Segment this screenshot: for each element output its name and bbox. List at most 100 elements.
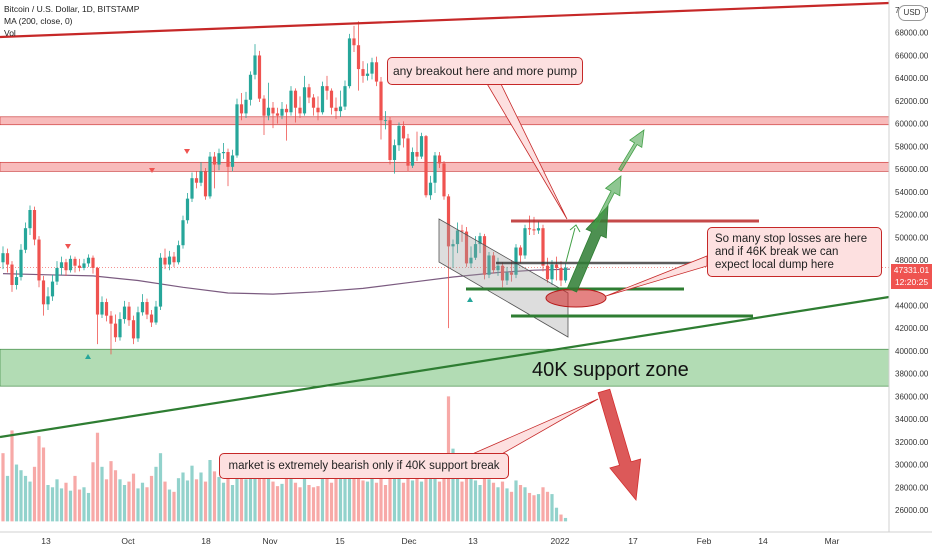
candle-body[interactable] bbox=[95, 267, 100, 315]
candle-body[interactable] bbox=[158, 257, 163, 307]
stop-loss-callout[interactable]: So many stop losses are here and if 46K … bbox=[707, 227, 882, 277]
candle-body[interactable] bbox=[185, 198, 190, 221]
candle-body[interactable] bbox=[464, 231, 469, 264]
candle-body[interactable] bbox=[122, 306, 127, 320]
candle-body[interactable] bbox=[10, 264, 14, 285]
support-trendline[interactable] bbox=[0, 295, 890, 439]
candle-body[interactable] bbox=[14, 277, 19, 285]
candle-body[interactable] bbox=[343, 86, 347, 107]
candle-body[interactable] bbox=[509, 272, 514, 275]
candle-body[interactable] bbox=[370, 62, 374, 74]
candle-body[interactable] bbox=[163, 257, 167, 265]
candle-body[interactable] bbox=[154, 306, 158, 323]
candle-body[interactable] bbox=[172, 256, 176, 263]
candle-body[interactable] bbox=[311, 97, 316, 108]
candle-body[interactable] bbox=[455, 230, 460, 245]
candle-body[interactable] bbox=[469, 257, 473, 264]
candle-body[interactable] bbox=[451, 244, 455, 247]
currency-badge[interactable]: USD bbox=[898, 5, 926, 21]
candle-body[interactable] bbox=[32, 210, 37, 240]
candle-body[interactable] bbox=[536, 228, 541, 231]
candle-body[interactable] bbox=[478, 236, 482, 245]
candle-body[interactable] bbox=[37, 239, 41, 281]
candle-body[interactable] bbox=[203, 171, 208, 197]
candle-body[interactable] bbox=[235, 104, 239, 156]
candle-body[interactable] bbox=[5, 253, 10, 265]
candle-body[interactable] bbox=[55, 267, 59, 282]
candle-body[interactable] bbox=[271, 107, 275, 114]
candle-body[interactable] bbox=[460, 230, 464, 232]
candle-body[interactable] bbox=[194, 178, 199, 183]
candle-body[interactable] bbox=[118, 319, 122, 338]
candle-body[interactable] bbox=[113, 323, 118, 338]
candle-body[interactable] bbox=[239, 104, 244, 114]
candle-body[interactable] bbox=[19, 249, 23, 278]
candle-body[interactable] bbox=[136, 312, 140, 339]
candle-body[interactable] bbox=[428, 182, 433, 196]
candle-body[interactable] bbox=[91, 257, 95, 268]
candle-body[interactable] bbox=[374, 62, 379, 82]
candle-body[interactable] bbox=[388, 120, 392, 160]
candle-body[interactable] bbox=[329, 90, 334, 108]
candle-body[interactable] bbox=[334, 107, 338, 112]
candle-body[interactable] bbox=[68, 258, 73, 271]
candle-body[interactable] bbox=[226, 152, 230, 167]
candle-body[interactable] bbox=[379, 81, 383, 121]
candle-body[interactable] bbox=[221, 152, 226, 154]
candle-body[interactable] bbox=[559, 267, 563, 281]
candle-body[interactable] bbox=[383, 120, 388, 122]
candle-body[interactable] bbox=[284, 108, 289, 113]
candle-body[interactable] bbox=[64, 262, 68, 271]
candle-body[interactable] bbox=[518, 247, 523, 256]
candle-body[interactable] bbox=[131, 320, 136, 339]
candle-body[interactable] bbox=[365, 73, 370, 76]
candle-body[interactable] bbox=[289, 90, 293, 113]
candle-body[interactable] bbox=[320, 86, 325, 113]
candle-body[interactable] bbox=[424, 136, 428, 196]
candle-body[interactable] bbox=[280, 108, 284, 116]
candle-body[interactable] bbox=[140, 302, 145, 313]
drawings-layer[interactable] bbox=[0, 1, 890, 501]
small-path-arrow[interactable] bbox=[565, 227, 576, 263]
candle-body[interactable] bbox=[419, 136, 424, 157]
candle-body[interactable] bbox=[347, 38, 352, 87]
candle-body[interactable] bbox=[316, 107, 320, 113]
small-path-arrowhead[interactable] bbox=[569, 224, 581, 233]
candle-body[interactable] bbox=[505, 272, 509, 281]
candle-body[interactable] bbox=[77, 265, 82, 268]
bearish-callout[interactable]: market is extremely bearish only if 40K … bbox=[219, 453, 509, 479]
candle-body[interactable] bbox=[82, 263, 86, 268]
candle-body[interactable] bbox=[356, 45, 361, 70]
candle-body[interactable] bbox=[532, 229, 536, 231]
candle-body[interactable] bbox=[275, 113, 280, 116]
candle-body[interactable] bbox=[23, 228, 28, 250]
candle-body[interactable] bbox=[86, 257, 91, 264]
indicator-label[interactable]: MA (200, close, 0) bbox=[4, 16, 73, 26]
candle-body[interactable] bbox=[545, 265, 550, 280]
bearish-arrow[interactable] bbox=[597, 388, 642, 501]
candle-body[interactable] bbox=[482, 236, 487, 275]
candle-body[interactable] bbox=[104, 302, 109, 316]
candle-body[interactable] bbox=[127, 306, 131, 321]
candle-body[interactable] bbox=[46, 296, 50, 305]
candle-body[interactable] bbox=[1, 253, 5, 263]
bullish-arrow-top[interactable] bbox=[618, 129, 645, 172]
candle-body[interactable] bbox=[109, 315, 113, 324]
candle-body[interactable] bbox=[338, 106, 343, 112]
candle-body[interactable] bbox=[149, 314, 154, 323]
bullish-arrow-main[interactable] bbox=[566, 204, 609, 293]
breakout-callout[interactable]: any breakout here and more pump bbox=[387, 57, 583, 85]
candle-body[interactable] bbox=[563, 267, 568, 281]
resistance-trendline[interactable] bbox=[0, 1, 890, 39]
candle-body[interactable] bbox=[554, 264, 559, 268]
candle-body[interactable] bbox=[244, 99, 248, 114]
candle-body[interactable] bbox=[257, 55, 262, 99]
candle-body[interactable] bbox=[491, 255, 496, 271]
candle-body[interactable] bbox=[541, 228, 545, 266]
candle-body[interactable] bbox=[487, 255, 491, 275]
volume-label[interactable]: Vol bbox=[4, 28, 16, 38]
candle-body[interactable] bbox=[293, 90, 298, 108]
candle-body[interactable] bbox=[401, 125, 406, 139]
candle-body[interactable] bbox=[176, 245, 181, 263]
